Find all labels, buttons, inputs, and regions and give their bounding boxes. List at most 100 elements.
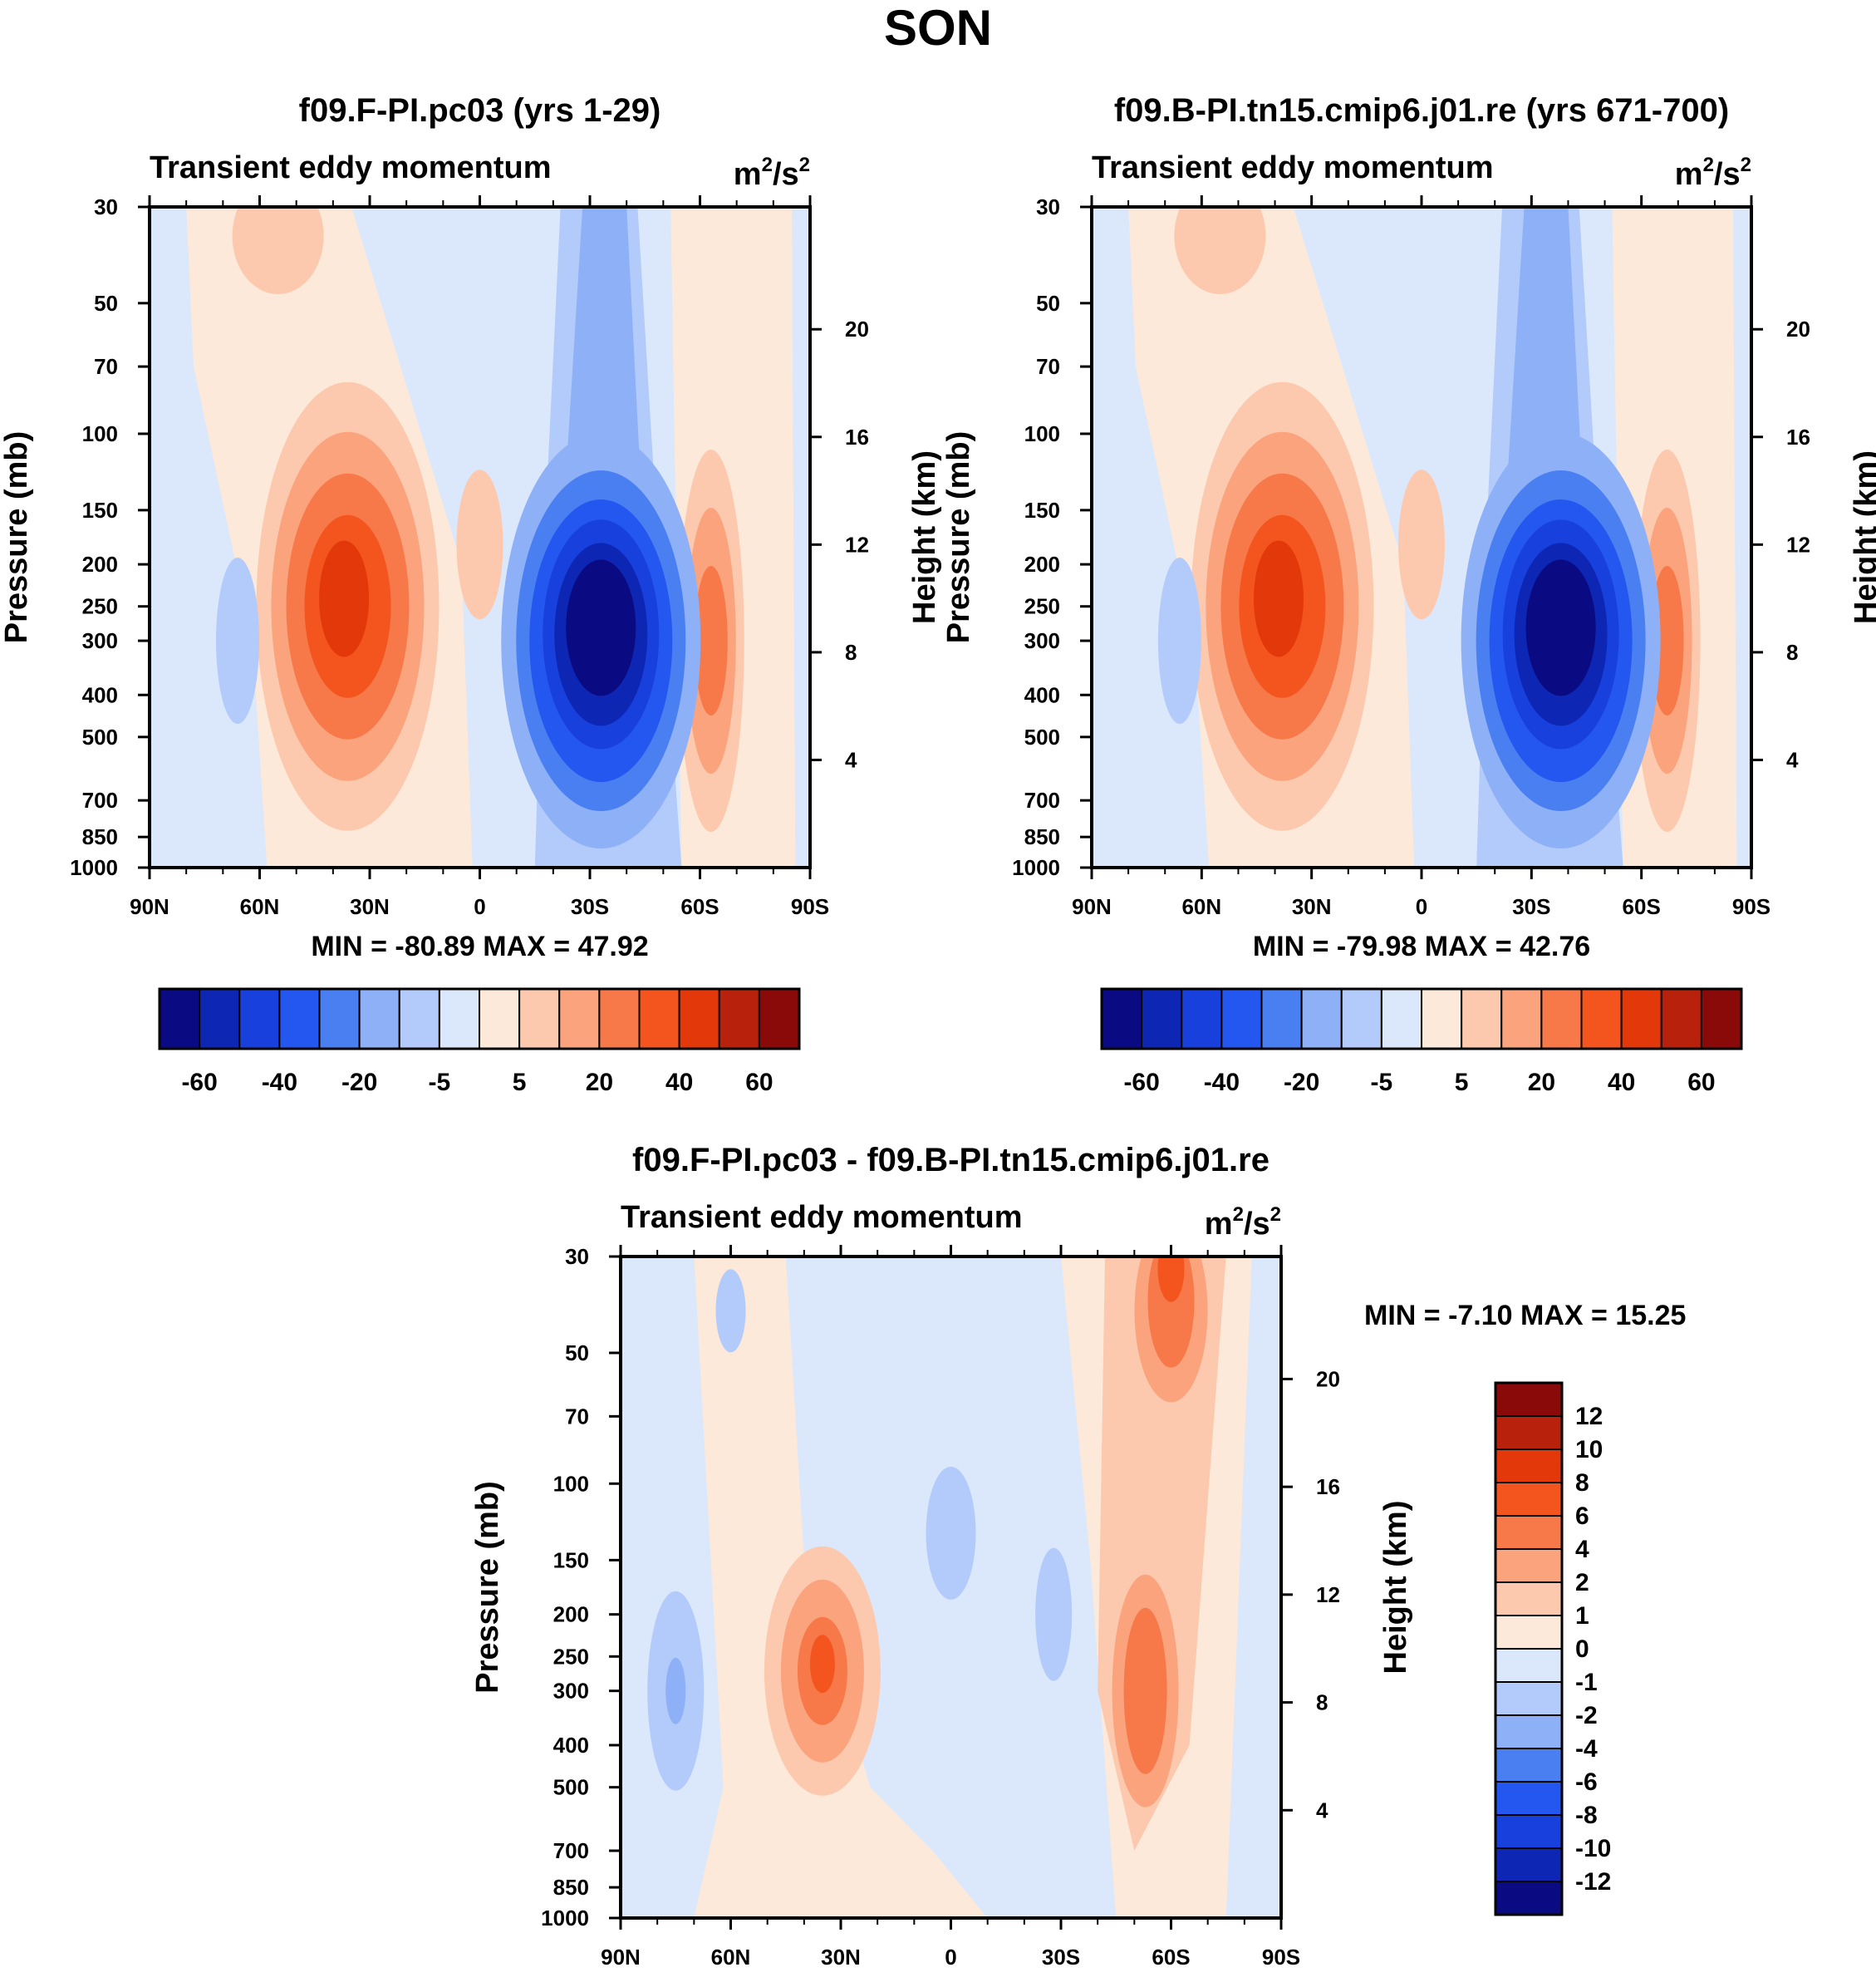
y2-tick-label: 4 xyxy=(845,747,857,772)
y2-tick-label: 4 xyxy=(1786,747,1799,772)
colorbar-label: 60 xyxy=(745,1069,773,1096)
panel-2: 305070100150200250300400500700850100090N… xyxy=(941,92,1876,919)
colorbar-box xyxy=(1300,988,1343,1050)
colorbar-box xyxy=(1620,988,1662,1050)
colorbar-box xyxy=(1700,988,1742,1050)
colorbar-label: 5 xyxy=(1455,1069,1469,1096)
colorbar-label: 5 xyxy=(513,1069,527,1096)
minmax-panel-2: MIN = -79.98 MAX = 42.76 xyxy=(1253,931,1590,962)
panel-3: 305070100150200250300400500700850100090N… xyxy=(470,1142,1413,1970)
y-tick-label: 70 xyxy=(1036,354,1060,379)
y-tick-label: 150 xyxy=(82,498,118,523)
colorbar-box xyxy=(1500,988,1543,1050)
x-tick-label: 90N xyxy=(1072,894,1112,919)
colorbar-box xyxy=(1495,1648,1563,1683)
contour-field xyxy=(1092,207,1751,868)
y-tick-label: 500 xyxy=(553,1775,589,1800)
y2-axis-title: Height (km) xyxy=(907,450,942,624)
x-tick-label: 30N xyxy=(350,894,390,919)
y2-tick-label: 12 xyxy=(1316,1582,1340,1607)
positive-sh-l3 xyxy=(694,566,728,716)
colorbar-label: 2 xyxy=(1575,1569,1589,1596)
x-tick-label: 30S xyxy=(1512,894,1550,919)
y-axis-title: Pressure (mb) xyxy=(470,1481,505,1694)
colorbar-label: -10 xyxy=(1575,1835,1611,1862)
x-tick-label: 60N xyxy=(240,894,280,919)
colorbar-label: 40 xyxy=(665,1069,693,1096)
colorbar-box xyxy=(518,988,561,1050)
y-tick-label: 200 xyxy=(553,1602,589,1627)
colorbar-label: -2 xyxy=(1575,1702,1598,1729)
colorbar-box xyxy=(558,988,601,1050)
colorbar-frame xyxy=(1494,1381,1564,1916)
colorbar-box xyxy=(1495,1615,1563,1650)
positive-core-l5 xyxy=(1253,540,1304,657)
colorbar-label: -20 xyxy=(341,1069,377,1096)
positive-nh-l4 xyxy=(809,1635,835,1694)
y-tick-label: 400 xyxy=(1024,682,1060,707)
y2-tick-label: 8 xyxy=(1786,640,1798,665)
negative-core-l6 xyxy=(1525,559,1596,696)
colorbar-label: -60 xyxy=(1123,1069,1159,1096)
colorbar-box xyxy=(318,988,361,1050)
y-tick-label: 500 xyxy=(1024,725,1060,750)
colorbar-box xyxy=(1495,1847,1563,1882)
colorbar-label: 20 xyxy=(586,1069,613,1096)
colorbar-box xyxy=(1495,1681,1563,1716)
y2-tick-label: 4 xyxy=(1316,1798,1328,1822)
contour-field xyxy=(621,1257,1281,1918)
colorbar-box xyxy=(238,988,281,1050)
positive-upper-l3 xyxy=(1157,1257,1185,1302)
colorbar-label: 4 xyxy=(1575,1536,1589,1563)
colorbar-box xyxy=(1421,988,1463,1050)
colorbar-label: 40 xyxy=(1608,1069,1635,1096)
negative-nh-l2 xyxy=(665,1657,686,1724)
units-label: m2/s2 xyxy=(734,154,810,192)
x-tick-label: 90N xyxy=(130,894,169,919)
left-string: Transient eddy momentum xyxy=(621,1200,1023,1235)
x-tick-label: 60S xyxy=(1152,1945,1190,1970)
colorbar-panel-2: -60 -40 -20 -5 5 20 40 60 xyxy=(1100,987,1743,1096)
y-tick-label: 300 xyxy=(82,628,118,653)
y-tick-label: 850 xyxy=(1024,824,1060,849)
y-tick-label: 700 xyxy=(553,1838,589,1863)
y-tick-label: 300 xyxy=(1024,628,1060,653)
y-tick-label: 50 xyxy=(94,291,118,316)
colorbar-box xyxy=(1540,988,1583,1050)
y2-tick-label: 8 xyxy=(845,640,857,665)
minmax-panel-1: MIN = -80.89 MAX = 47.92 xyxy=(311,931,648,962)
y2-tick-label: 12 xyxy=(1786,532,1810,557)
colorbar-box xyxy=(199,988,241,1050)
x-tick-label: 90S xyxy=(1732,894,1770,919)
y2-tick-label: 20 xyxy=(845,317,869,342)
figure-title: SON xyxy=(883,0,993,56)
colorbar-frame xyxy=(158,987,801,1050)
colorbar-box xyxy=(1495,1814,1563,1849)
y-tick-label: 700 xyxy=(1024,788,1060,813)
y2-tick-label: 8 xyxy=(1316,1690,1328,1715)
colorbar-box xyxy=(1340,988,1382,1050)
panel-1: 305070100150200250300400500700850100090N… xyxy=(0,92,942,919)
colorbar-box xyxy=(1580,988,1623,1050)
x-tick-label: 0 xyxy=(945,1945,956,1970)
x-tick-label: 90S xyxy=(791,894,829,919)
panel-title: f09.F-PI.pc03 - f09.B-PI.tn15.cmip6.j01.… xyxy=(632,1142,1269,1178)
y-tick-label: 500 xyxy=(82,725,118,750)
y2-tick-label: 20 xyxy=(1786,317,1810,342)
units-label: m2/s2 xyxy=(1205,1203,1281,1242)
colorbar-box xyxy=(479,988,521,1050)
x-tick-label: 0 xyxy=(1416,894,1427,919)
colorbar-box xyxy=(358,988,400,1050)
y2-axis-title: Height (km) xyxy=(1849,450,1876,624)
y-tick-label: 850 xyxy=(82,824,118,849)
colorbar-label: -20 xyxy=(1284,1069,1319,1096)
y-tick-label: 100 xyxy=(82,421,118,446)
left-string: Transient eddy momentum xyxy=(150,150,552,185)
colorbar-box xyxy=(1495,1515,1563,1550)
colorbar-label: -12 xyxy=(1575,1868,1611,1896)
negative-equator-weak xyxy=(926,1466,976,1600)
positive-upper-nh xyxy=(1174,207,1266,294)
colorbar-panel-1: -60 -40 -20 -5 5 20 40 60 xyxy=(158,987,801,1096)
